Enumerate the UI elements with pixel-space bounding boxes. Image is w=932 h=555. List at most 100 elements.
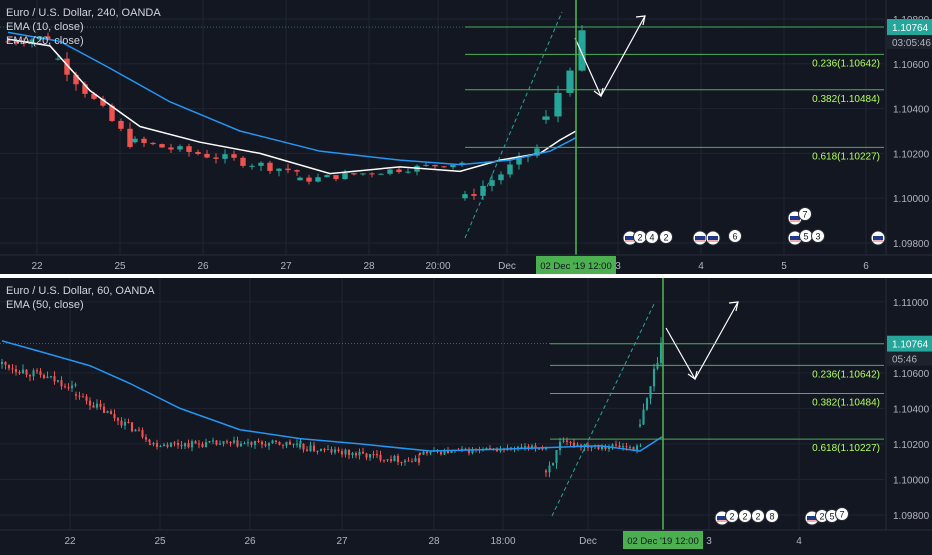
candle-bear — [204, 153, 210, 158]
candle-bear — [88, 400, 92, 406]
candle-bull — [578, 30, 586, 71]
candle-bull — [558, 441, 562, 444]
candle-bull — [46, 376, 49, 379]
candle-bear — [73, 74, 79, 85]
candle-bull — [635, 445, 639, 450]
symbol-title[interactable]: Euro / U.S. Dollar, 240, OANDA — [6, 7, 161, 19]
candle-bull — [659, 342, 663, 363]
candle-bull — [208, 441, 211, 443]
ema-20-line — [7, 31, 577, 166]
candle-bear — [294, 170, 300, 172]
candle-bear — [63, 386, 67, 388]
legend-60: Euro / U.S. Dollar, 60, OANDA EMA (50, c… — [6, 284, 155, 312]
date-marker-label: 02 Dec '19 12:00 — [627, 536, 699, 547]
candle-bear — [127, 128, 133, 147]
time-axis-tick: 27 — [336, 536, 348, 547]
candle-bull — [393, 455, 396, 462]
candle-bear — [240, 157, 246, 166]
current-price-value: 1.10764 — [892, 23, 929, 34]
candle-bear — [99, 403, 102, 407]
candle-bull — [253, 440, 257, 445]
candle-bear — [229, 441, 232, 443]
candle-bear — [527, 446, 530, 448]
candle-bull — [423, 164, 429, 166]
candle-bull — [309, 445, 312, 452]
indicator-ema10-label[interactable]: EMA (10, close) — [6, 21, 84, 33]
indicator-ema50-label[interactable]: EMA (50, close) — [6, 299, 84, 311]
event-flag-icon — [807, 516, 817, 520]
forecast-arrowhead — [635, 15, 646, 26]
candle-bull — [222, 441, 225, 444]
indicator-ema20-label[interactable]: EMA (20, close) — [6, 35, 84, 47]
candle-bull — [368, 454, 372, 458]
candle-bear — [81, 396, 85, 398]
legend-240: Euro / U.S. Dollar, 240, OANDA EMA (10, … — [6, 6, 161, 48]
chart-canvas-60[interactable]: 0.236(1.10642) 0.382(1.10484) 0.618(1.1022… — [0, 278, 932, 550]
candle-bull — [297, 177, 303, 181]
candle-bull — [652, 368, 656, 387]
candle-bull — [489, 180, 495, 186]
event-count-label: 7 — [839, 510, 844, 520]
candle-bull — [211, 440, 215, 442]
candle-bear — [11, 368, 14, 370]
candle-bear — [351, 173, 357, 175]
candle-bear — [432, 164, 438, 167]
candle-bear — [372, 454, 375, 456]
time-axis-tick: 5 — [781, 261, 787, 272]
candle-bear — [597, 445, 600, 450]
chart-pane-240[interactable]: 0.236(1.10642) 0.382(1.10484) 0.618(1.1022… — [0, 0, 932, 275]
candle-bear — [201, 444, 204, 448]
candle-bull — [607, 447, 611, 450]
pane-divider[interactable] — [0, 274, 932, 278]
time-axis-tick: 22 — [31, 261, 43, 272]
candle-bull — [324, 175, 330, 178]
candle-bull — [55, 58, 61, 60]
candle-bull — [249, 165, 255, 167]
symbol-title[interactable]: Euro / U.S. Dollar, 60, OANDA — [6, 285, 155, 297]
candle-bear — [471, 194, 477, 196]
chart-pane-60[interactable]: 0.236(1.10642) 0.382(1.10484) 0.618(1.1022… — [0, 278, 932, 550]
candle-bear — [28, 374, 32, 377]
candle-bear — [333, 175, 339, 180]
candle-bear — [173, 442, 176, 444]
candle-bear — [337, 449, 340, 452]
candle-bear — [257, 440, 260, 442]
candle-bear — [541, 448, 544, 450]
candle-bear — [407, 460, 410, 462]
candle-bear — [260, 441, 264, 445]
candle-bull — [462, 194, 468, 199]
candle-bear — [150, 142, 156, 145]
chart-canvas-240[interactable]: 0.236(1.10642) 0.382(1.10484) 0.618(1.1022… — [0, 0, 932, 275]
candle-bull — [169, 442, 173, 447]
event-count-badge — [835, 507, 849, 521]
candle-bear — [180, 445, 183, 447]
candle-bull — [204, 442, 208, 448]
candle-bear — [618, 445, 621, 448]
price-axis-tick: 1.09800 — [893, 239, 930, 250]
candle-bear — [264, 444, 267, 446]
candle-bull — [56, 380, 60, 382]
candle-bear — [195, 151, 201, 154]
countdown-timer: 05:46 — [892, 355, 917, 366]
price-axis-tick: 1.10200 — [893, 149, 930, 160]
event-flag-icon — [708, 236, 718, 240]
candle-bull — [190, 441, 194, 448]
candle-bear — [441, 166, 447, 168]
candle-bear — [439, 451, 443, 455]
candle-bear — [21, 42, 27, 44]
current-price-tag — [887, 335, 932, 352]
event-flag-icon — [625, 236, 635, 240]
candle-bear — [306, 177, 312, 182]
candle-bull — [378, 173, 384, 175]
candle-bull — [276, 168, 282, 171]
candle-bear — [118, 120, 124, 129]
candle-bear — [382, 460, 386, 462]
candle-bear — [116, 418, 120, 421]
candle-bear — [396, 169, 402, 172]
candle-bear — [91, 93, 97, 99]
candle-bear — [288, 441, 292, 445]
candle-bull — [642, 409, 645, 425]
candle-bull — [239, 443, 243, 447]
candle-bear — [278, 441, 281, 445]
candle-bull — [590, 446, 593, 448]
